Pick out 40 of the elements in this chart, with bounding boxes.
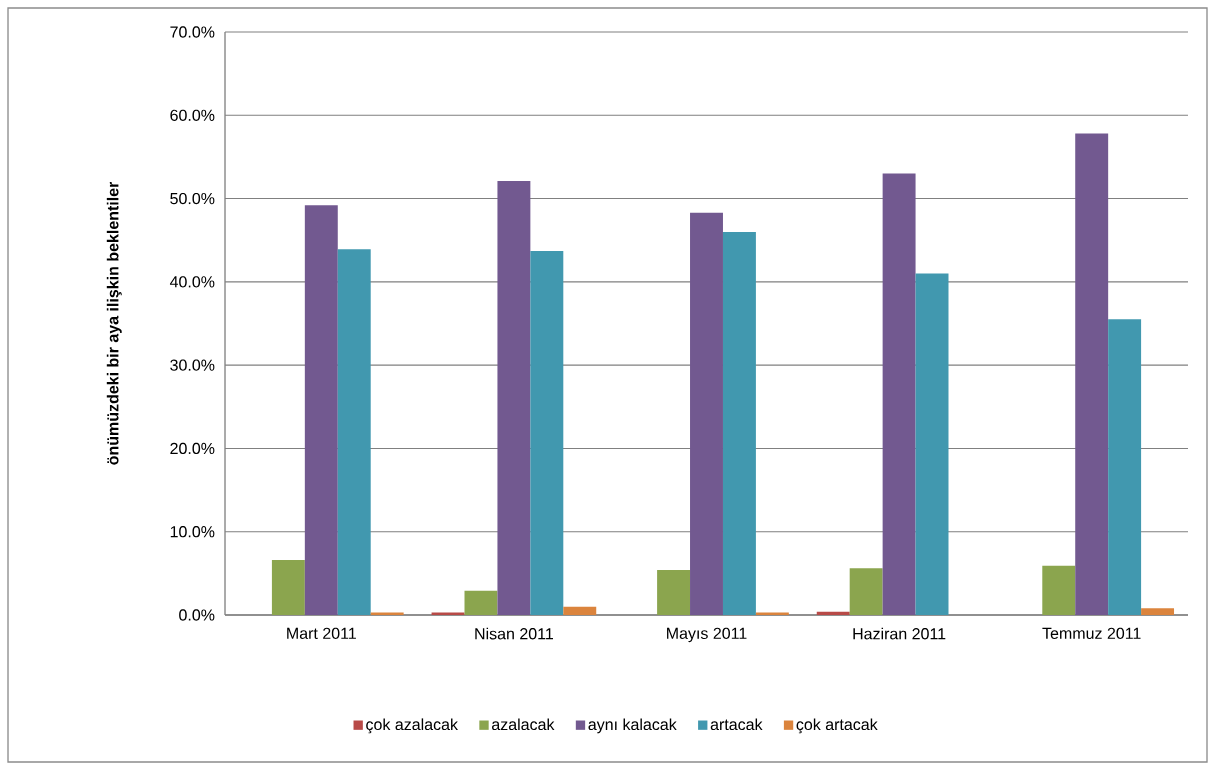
bar xyxy=(1042,565,1076,615)
bar xyxy=(1075,133,1109,615)
y-tick-label: 60.0% xyxy=(170,109,215,121)
bar xyxy=(816,611,850,615)
y-tick-label: 40.0% xyxy=(169,276,215,288)
x-tick-label: Nisan 2011 xyxy=(475,627,553,640)
y-tick-label: 50.0% xyxy=(170,192,215,205)
bar xyxy=(849,568,883,615)
x-tick-label: Mayıs 2011 xyxy=(667,627,747,643)
bar xyxy=(690,212,723,615)
bar xyxy=(304,205,338,615)
bar xyxy=(563,606,597,615)
bar xyxy=(271,560,305,615)
legend-label: azalacak xyxy=(492,718,555,731)
x-tick-label: Temmuz 2011 xyxy=(1042,627,1141,640)
bar xyxy=(464,590,498,615)
bar xyxy=(337,249,371,615)
legend-label: aynı kalacak xyxy=(588,718,677,734)
bar xyxy=(370,612,404,615)
y-axis-title: önümüzdeki bir aya ilişkin beklentiler xyxy=(106,181,122,465)
bar xyxy=(431,612,465,615)
y-tick-label: 30.0% xyxy=(170,359,215,371)
legend-label: çok azalacak xyxy=(366,718,458,734)
y-tick-label: 70.0% xyxy=(170,26,215,38)
bar xyxy=(722,231,756,615)
legend-label: artacak xyxy=(710,718,763,731)
y-tick-label: 20.0% xyxy=(170,442,215,455)
bar xyxy=(915,273,949,615)
bar xyxy=(755,612,789,615)
x-tick-label: Mart 2011 xyxy=(287,627,356,640)
y-tick-label: 10.0% xyxy=(170,526,215,538)
bar xyxy=(1141,608,1175,615)
legend-label: çok artacak xyxy=(796,718,878,734)
bar xyxy=(882,173,916,615)
bar xyxy=(530,251,564,615)
x-tick-label: Haziran 2011 xyxy=(853,627,946,640)
y-tick-label: 0.0% xyxy=(179,609,215,621)
bar xyxy=(497,181,531,615)
bar xyxy=(1108,319,1142,615)
bar xyxy=(657,570,691,615)
